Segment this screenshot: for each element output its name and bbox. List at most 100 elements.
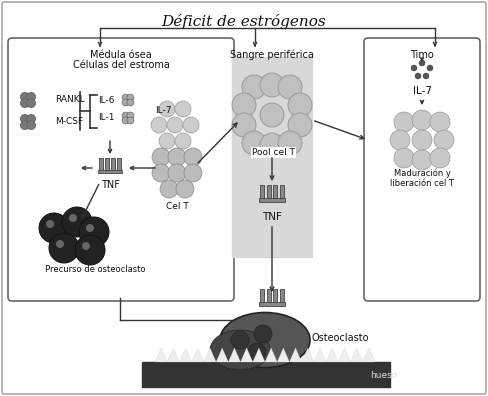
Polygon shape — [338, 348, 350, 362]
Circle shape — [27, 92, 36, 101]
Bar — [259, 198, 285, 202]
Circle shape — [127, 117, 134, 124]
Circle shape — [175, 101, 191, 117]
Text: M-CSF: M-CSF — [55, 118, 83, 126]
Circle shape — [288, 93, 312, 117]
Circle shape — [412, 130, 432, 150]
Bar — [105, 158, 109, 169]
Circle shape — [160, 180, 178, 198]
Polygon shape — [363, 348, 375, 362]
Circle shape — [288, 113, 312, 137]
Circle shape — [86, 224, 94, 232]
Circle shape — [49, 233, 79, 263]
Bar — [273, 185, 277, 198]
Circle shape — [168, 148, 186, 166]
Circle shape — [79, 217, 109, 247]
Polygon shape — [155, 348, 167, 362]
Circle shape — [231, 331, 249, 349]
Bar — [261, 185, 264, 198]
Polygon shape — [167, 348, 180, 362]
Polygon shape — [326, 348, 338, 362]
Circle shape — [242, 75, 266, 99]
Circle shape — [122, 117, 129, 124]
Circle shape — [278, 131, 302, 155]
Circle shape — [260, 73, 284, 97]
Circle shape — [20, 99, 29, 108]
Bar — [259, 302, 285, 306]
Bar — [111, 158, 115, 169]
Circle shape — [260, 103, 284, 127]
Circle shape — [260, 133, 284, 157]
Ellipse shape — [220, 312, 310, 367]
Circle shape — [183, 117, 199, 133]
Circle shape — [122, 99, 129, 106]
Circle shape — [62, 207, 92, 237]
Bar — [232, 57, 312, 257]
Bar — [261, 289, 264, 302]
Circle shape — [167, 117, 183, 133]
Bar — [142, 362, 390, 387]
Circle shape — [430, 148, 450, 168]
Circle shape — [394, 112, 414, 132]
Text: Precurso de osteoclasto: Precurso de osteoclasto — [45, 265, 145, 274]
Circle shape — [27, 114, 36, 123]
Circle shape — [122, 112, 129, 119]
Circle shape — [184, 164, 202, 182]
Circle shape — [248, 343, 266, 361]
Circle shape — [75, 235, 105, 265]
Text: Médula ósea: Médula ósea — [90, 50, 152, 60]
Polygon shape — [253, 348, 265, 362]
Circle shape — [423, 73, 429, 79]
Bar — [100, 158, 102, 169]
Bar — [267, 289, 270, 302]
Text: Déficit de estrógenos: Déficit de estrógenos — [162, 14, 326, 29]
Circle shape — [184, 148, 202, 166]
Text: Sangre periférica: Sangre periférica — [230, 50, 314, 61]
Circle shape — [411, 65, 417, 71]
Bar — [273, 289, 277, 302]
FancyBboxPatch shape — [364, 38, 480, 301]
Circle shape — [176, 180, 194, 198]
Circle shape — [82, 242, 90, 250]
Circle shape — [168, 164, 186, 182]
Polygon shape — [265, 348, 277, 362]
FancyBboxPatch shape — [8, 38, 234, 301]
Text: Células del estroma: Células del estroma — [73, 60, 169, 70]
Circle shape — [159, 133, 175, 149]
Circle shape — [412, 150, 432, 170]
Text: Timo: Timo — [410, 50, 434, 60]
Polygon shape — [277, 348, 289, 362]
Bar — [280, 185, 284, 198]
Text: IL-6: IL-6 — [98, 96, 115, 105]
Text: TNF: TNF — [101, 180, 120, 190]
Circle shape — [242, 131, 266, 155]
Text: Pool cel T: Pool cel T — [252, 148, 295, 157]
Circle shape — [254, 325, 272, 343]
Circle shape — [151, 117, 167, 133]
Text: RANKL: RANKL — [55, 95, 84, 105]
Circle shape — [415, 73, 421, 79]
Text: Maduración y
liberación cel T: Maduración y liberación cel T — [390, 168, 454, 188]
Circle shape — [175, 133, 191, 149]
Circle shape — [127, 94, 134, 101]
Text: TNF: TNF — [262, 212, 282, 222]
Text: Cel T: Cel T — [165, 202, 188, 211]
Bar — [117, 158, 121, 169]
Circle shape — [232, 93, 256, 117]
Circle shape — [127, 99, 134, 106]
Circle shape — [390, 130, 410, 150]
Polygon shape — [204, 348, 216, 362]
Text: IL-7: IL-7 — [412, 86, 431, 96]
Circle shape — [394, 148, 414, 168]
Circle shape — [20, 92, 29, 101]
Circle shape — [152, 164, 170, 182]
Polygon shape — [314, 348, 326, 362]
Polygon shape — [241, 348, 253, 362]
Text: IL-1: IL-1 — [98, 113, 115, 122]
Circle shape — [27, 99, 36, 108]
Text: hueso: hueso — [370, 371, 397, 379]
Circle shape — [122, 94, 129, 101]
Circle shape — [69, 214, 77, 222]
Circle shape — [430, 112, 450, 132]
Circle shape — [152, 148, 170, 166]
